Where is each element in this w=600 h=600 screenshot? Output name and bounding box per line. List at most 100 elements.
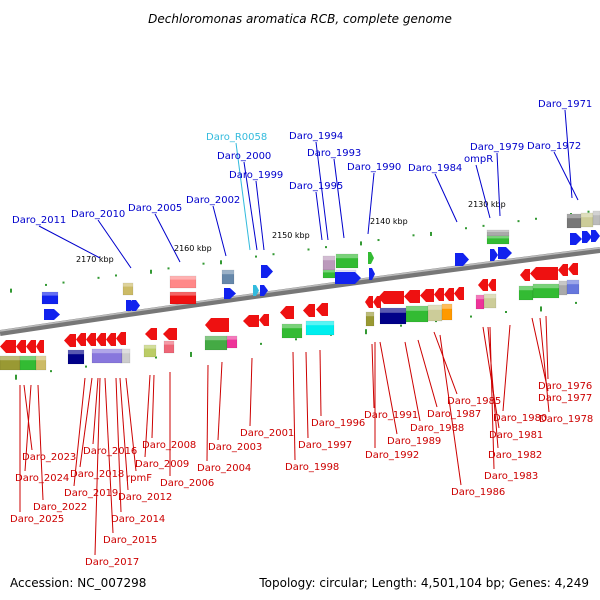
gene-arrow-forward [260, 285, 268, 296]
leader-line [37, 384, 44, 501]
tick-label: 2140 kbp [370, 217, 408, 226]
gene-label-top: Daro_2000 [217, 151, 271, 162]
leader-line [243, 161, 258, 251]
gene-label-bottom: Daro_1977 [538, 393, 592, 404]
gene-block-shine [487, 236, 509, 239]
gene-block [592, 210, 600, 226]
leader-line [144, 374, 151, 458]
gene-label-top: ompR [464, 154, 493, 165]
gene-label-bottom: Daro_2006 [160, 478, 214, 489]
gene-arrow-forward [335, 272, 361, 284]
gene-block-shine [567, 214, 581, 219]
gene-arrow-forward [582, 231, 592, 243]
gene-block-shine [205, 336, 227, 341]
gene-block [441, 303, 453, 321]
gene-label-bottom: Daro_2015 [103, 535, 157, 546]
gene-block [566, 279, 580, 295]
gene-block-shine [306, 321, 334, 326]
gene-block-shine [170, 292, 196, 296]
gene-arrow-forward [368, 252, 374, 264]
scale-dot [482, 224, 485, 227]
gene-arrow-reverse [259, 314, 269, 326]
gene-arrow-reverse [16, 340, 26, 353]
gene-block-shine [533, 284, 559, 289]
gene-arrow-reverse [280, 306, 294, 319]
gene-label-bottom: Daro_1980 [493, 413, 547, 424]
leader-line [367, 172, 375, 235]
gene-arrow-reverse [26, 340, 36, 353]
leader-line [305, 351, 309, 439]
scale-dot [15, 374, 17, 380]
gene-arrow-reverse [36, 340, 44, 353]
gene-label-bottom: Daro_1978 [539, 414, 593, 425]
gene-block [35, 355, 47, 371]
gene-arrow-reverse [558, 264, 568, 276]
gene-block-shine [68, 350, 84, 355]
leader-line [94, 377, 101, 556]
gene-block [305, 320, 335, 336]
gene-block [122, 282, 134, 296]
gene-block-shine [366, 312, 374, 317]
accession-text: Accession: NC_007298 [10, 576, 146, 590]
gene-block-shine [484, 294, 496, 299]
scale-dot [412, 234, 415, 237]
gene-block-shine [122, 349, 130, 354]
topology-text: Topology: circular; Length: 4,501,104 bp… [258, 576, 589, 590]
genome-backbone-highlight [0, 247, 600, 332]
leader-line [404, 341, 421, 422]
leader-line [315, 191, 323, 241]
leader-line [433, 331, 458, 395]
scale-dot [97, 276, 100, 279]
scale-dot [115, 274, 117, 277]
scale-dot [435, 320, 437, 323]
gene-layer [0, 210, 600, 371]
gene-arrow-reverse [163, 328, 177, 340]
leader-line [379, 341, 398, 435]
leader-line [539, 317, 550, 413]
leader-line [206, 364, 209, 462]
scale-dot [307, 248, 310, 251]
gene-block-shine [20, 356, 36, 361]
leader-line [249, 357, 253, 427]
leader-line [154, 213, 181, 263]
scale-dot [465, 227, 467, 230]
leader-line [23, 384, 33, 451]
gene-label-top: Daro_2005 [128, 203, 182, 214]
scale-dot [85, 365, 87, 368]
gene-block [483, 293, 497, 309]
leader-line [434, 173, 458, 223]
gene-block [486, 235, 510, 245]
leader-line [553, 151, 579, 201]
gene-block-shine [442, 304, 452, 309]
gene-label-top: Daro_1999 [229, 170, 283, 181]
gene-arrow-reverse [96, 333, 106, 346]
gene-arrow-reverse [76, 333, 86, 346]
gene-block-shine [428, 305, 442, 310]
gene-label-bottom: Daro_1998 [285, 462, 339, 473]
gene-block-shine [227, 336, 237, 340]
gene-label-bottom: Daro_2023 [22, 452, 76, 463]
leader-line [92, 377, 99, 445]
gene-block-shine [92, 349, 122, 354]
scale-dot [220, 260, 222, 265]
gene-block-shine [336, 254, 358, 259]
gene-block-shine [476, 295, 484, 300]
gene-arrow-reverse [434, 288, 444, 301]
gene-label-top: Daro_1971 [538, 99, 592, 110]
gene-arrow-reverse [243, 315, 259, 327]
gene-block-shine [380, 308, 406, 313]
gene-label-bottom: Daro_1983 [484, 471, 538, 482]
gene-label-bottom: Daro_1985 [447, 396, 501, 407]
leader-line [315, 141, 329, 241]
scale-dot [535, 217, 537, 220]
leader-line [235, 142, 251, 251]
gene-label-bottom: Daro_1981 [489, 430, 543, 441]
gene-arrow-forward [261, 265, 273, 278]
scale-dot [155, 356, 157, 359]
gene-label-bottom: Daro_2022 [33, 502, 87, 513]
leader-line [104, 377, 114, 534]
gene-label-bottom: Daro_1988 [410, 423, 464, 434]
scale-dot [295, 338, 297, 341]
gene-arrow-reverse [568, 263, 578, 275]
